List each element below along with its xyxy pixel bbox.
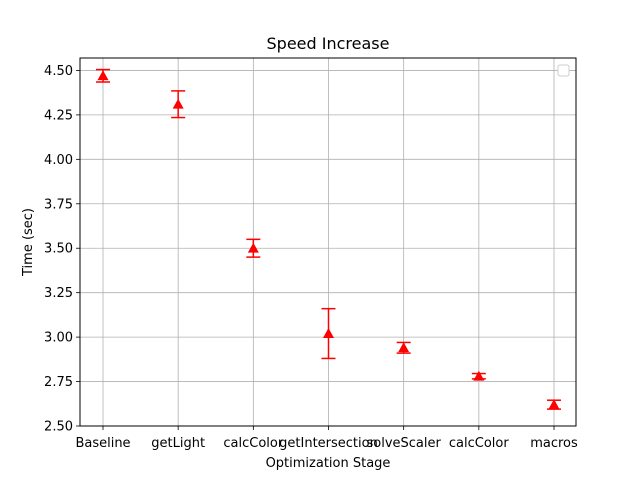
x-tick-label: getLight bbox=[151, 436, 205, 451]
y-tick-label: 3.75 bbox=[44, 197, 73, 212]
y-axis-title: Time (sec) bbox=[21, 208, 36, 277]
data-point bbox=[548, 399, 560, 410]
series-layer bbox=[96, 68, 561, 410]
plot-frame bbox=[79, 57, 577, 427]
data-point bbox=[172, 98, 184, 109]
y-tick-label: 4.00 bbox=[44, 153, 73, 168]
x-tick-label: macros bbox=[530, 436, 578, 451]
y-tick-label: 4.50 bbox=[44, 64, 73, 79]
y-tick-label: 2.50 bbox=[44, 420, 73, 435]
x-tick-label: calcColor bbox=[223, 436, 283, 451]
x-tick-label: Baseline bbox=[75, 436, 130, 451]
grid bbox=[80, 58, 576, 427]
x-tick-label: solveScaler bbox=[366, 436, 441, 451]
data-point bbox=[97, 70, 109, 81]
y-tick-label: 3.25 bbox=[44, 286, 73, 301]
data-point bbox=[323, 328, 334, 338]
y-tick-label: 2.75 bbox=[44, 375, 73, 390]
y-axis-ticks: 2.50 2.75 3.00 3.25 3.50 3.75 4.00 4.25 4.50 bbox=[44, 64, 80, 435]
y-tick-label: 3.50 bbox=[44, 242, 73, 257]
legend-box bbox=[557, 64, 570, 77]
x-tick-label: calcColor bbox=[449, 436, 509, 451]
data-point bbox=[398, 342, 410, 353]
data-point bbox=[247, 242, 259, 253]
data-point bbox=[473, 370, 485, 381]
x-axis-ticks: Baseline getLight calcColorgetIntersection… bbox=[75, 426, 578, 451]
chart-title: Speed Increase bbox=[267, 34, 390, 53]
y-tick-label: 4.25 bbox=[44, 108, 73, 123]
y-tick-label: 3.00 bbox=[44, 331, 73, 346]
x-axis-title: Optimization Stage bbox=[266, 456, 391, 471]
x-tick-label: getIntersection bbox=[279, 436, 378, 451]
